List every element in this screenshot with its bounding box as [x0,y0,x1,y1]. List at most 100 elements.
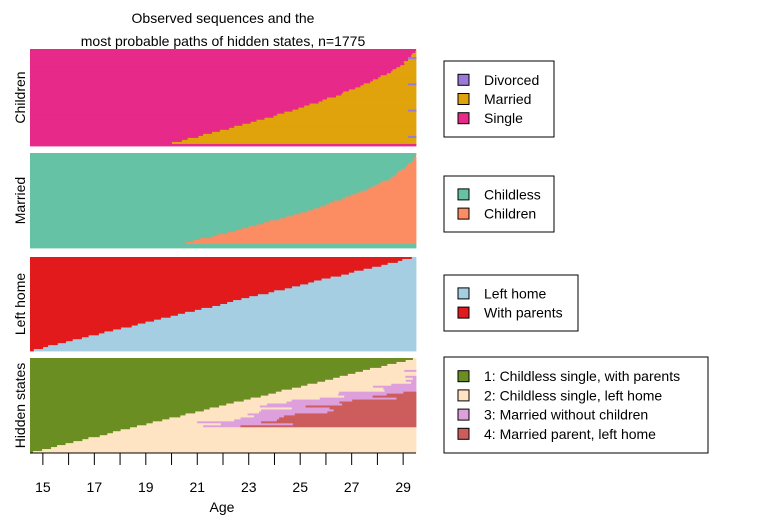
hidden-states-row-4-seg-1 [381,365,417,369]
hidden-states-row-25-seg-1 [209,407,293,410]
children-row-13-seg-0 [30,75,381,78]
married-row-17-seg-0 [30,186,371,190]
hidden-states-row-33-seg-3 [292,423,417,426]
left-home-row-26-seg-1 [201,307,417,311]
married-row-9-seg-0 [30,170,399,174]
left-home-row-15-seg-0 [30,286,293,289]
left-home-row-1-seg-1 [402,258,417,262]
left-home-row-24-seg-1 [220,304,417,307]
left-home-row-41-seg-1 [81,337,417,340]
children-row-12-seg-1 [386,73,417,76]
children-row-22-seg-1 [341,93,417,96]
married-row-38-seg-1 [241,228,417,231]
married-row-12-seg-0 [30,176,392,180]
left-home-row-18-seg-1 [268,292,417,295]
legend-children: Divorced Married Single [443,60,555,138]
left-home-row-31-seg-0 [30,317,162,321]
left-home-row-28-seg-0 [30,311,186,315]
married-row-29-seg-0 [30,210,308,213]
married-row-38-seg-0 [30,228,243,231]
left-home-row-21-seg-0 [30,298,242,301]
hidden-states-row-37-seg-0 [30,431,114,434]
hidden-states-row-43-seg-0 [30,443,66,446]
children-row-5-seg-0 [30,59,409,62]
children-row-25-seg-1 [322,99,417,102]
married-row-28-seg-0 [30,208,315,211]
left-home-row-17-seg-1 [274,290,417,293]
married-row-41-seg-0 [30,234,219,237]
hidden-states-row-37-seg-1 [112,431,417,434]
hidden-states-row-28-seg-1 [185,413,248,416]
hidden-states-row-33-seg-2 [220,423,294,426]
left-home-row-47-seg-1 [33,349,417,352]
married-row-16-seg-1 [374,184,417,188]
hidden-states-row-15-seg-0 [30,387,293,391]
married-row-14-seg-0 [30,180,383,184]
hidden-states-row-4-seg-0 [30,365,382,369]
left-home-row-25-seg-0 [30,305,213,309]
hidden-states-row-12-seg-1 [317,381,412,385]
left-home-row-5-seg-1 [372,266,417,270]
married-row-42-seg-1 [212,236,417,239]
left-home-row-27-seg-0 [30,309,196,313]
married-row-19-seg-0 [30,190,362,193]
legend-frame-married [443,175,555,233]
children-row-38-seg-1 [234,125,417,129]
hidden-states-row-16-seg-1 [281,389,385,393]
hidden-states-row-17-seg-0 [30,391,277,395]
children-row-10-seg-0 [30,69,393,72]
left-home-row-15-seg-1 [291,286,417,289]
children-row-2-seg-1 [412,53,417,56]
married-row-19-seg-1 [361,190,417,193]
hidden-states-row-39-seg-0 [30,435,101,438]
hidden-states-row-41-seg-1 [82,439,417,442]
hidden-states-row-16-seg-2 [384,389,417,393]
hidden-states-row-22-seg-2 [286,401,340,404]
children-row-45-seg-0 [30,139,183,143]
married-row-9-seg-1 [398,170,417,174]
married-row-42-seg-0 [30,236,213,239]
hidden-states-row-26-seg-2 [261,409,334,412]
children-row-27-seg-1 [309,103,417,106]
married-row-16-seg-0 [30,184,376,188]
married-row-31-seg-1 [293,214,417,217]
children-row-3-seg-0 [30,55,412,58]
hidden-states-row-31-seg-0 [30,419,163,422]
hidden-states-row-22-seg-3 [339,401,417,404]
children-row-38-seg-0 [30,125,235,129]
hidden-states-row-15-seg-1 [291,387,384,391]
left-home-row-8-seg-1 [348,272,417,276]
married-row-41-seg-1 [217,234,417,237]
hidden-states-row-11-seg-2 [405,379,417,383]
hidden-states-row-28-seg-0 [30,413,186,416]
left-home-row-19-seg-1 [257,294,417,297]
panel-married [30,153,417,249]
panel-label-hidden-states: Hidden states [12,363,28,449]
left-home-row-43-seg-1 [66,341,417,344]
legends: Divorced Married Single Childless Children Le… [443,60,709,454]
children-row-7-seg-0 [30,63,405,66]
hidden-states-row-3-seg-0 [30,363,388,367]
left-home-row-7-seg-1 [354,270,417,274]
hidden-states-row-47-seg-0 [30,451,34,454]
legend-label-left-home-1: With parents [484,305,563,321]
children-row-1-seg-0 [30,51,416,54]
children-row-21-seg-0 [30,91,344,94]
left-home-row-34-seg-0 [30,323,139,326]
hidden-states-row-8-seg-0 [30,373,349,377]
x-tick-label-21: 21 [189,479,205,495]
left-home-row-44-seg-1 [57,343,417,346]
hidden-states-row-12-seg-0 [30,381,318,385]
children-row-36-seg-0 [30,121,251,125]
hidden-states-row-21-seg-2 [291,399,353,402]
married-row-46-seg-0 [30,244,417,247]
hidden-states-row-26-seg-0 [30,409,205,412]
left-home-row-22-seg-1 [233,300,417,303]
left-home-row-0-seg-0 [30,257,413,260]
hidden-states-row-40-seg-1 [88,437,417,440]
married-row-6-seg-0 [30,164,407,168]
hidden-states-row-34-seg-0 [30,425,138,428]
children-row-34-seg-0 [30,117,265,121]
married-row-7-seg-0 [30,166,406,170]
left-home-row-17-seg-0 [30,290,275,293]
